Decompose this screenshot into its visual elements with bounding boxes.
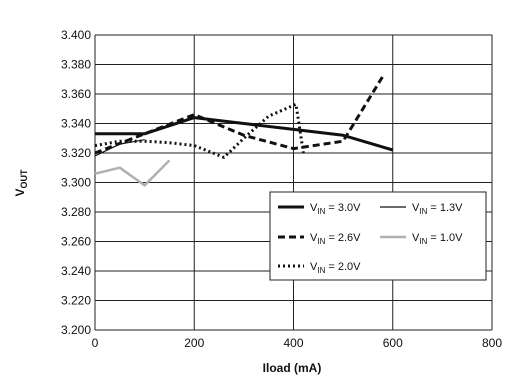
y-axis-ticks: 3.200 3.220 3.240 3.260 3.280 3.300 3.320 3.340…: [61, 28, 91, 337]
legend-label-3: VIN = 2.0V: [310, 261, 361, 275]
legend-label-4: VIN = 1.3V: [412, 202, 463, 216]
x-tick-label: 0: [92, 336, 99, 350]
grid: [94, 34, 493, 331]
y-tick-label: 3.400: [61, 28, 91, 42]
y-tick-label: 3.340: [61, 117, 91, 131]
x-tick-label: 800: [482, 336, 502, 350]
y-tick-label: 3.320: [61, 146, 91, 160]
y-axis-label: VOUT: [13, 169, 29, 197]
series-line-3: [94, 102, 305, 159]
y-tick-label: 3.260: [61, 235, 91, 249]
legend: VIN = 3.0V VIN = 2.6V VIN = 2.0V VIN = 1.3V…: [269, 191, 487, 281]
y-tick-label: 3.200: [61, 323, 91, 337]
series-line-4: [94, 139, 145, 157]
series-line-5: [94, 159, 171, 187]
legend-label-2: VIN = 2.6V: [310, 232, 361, 246]
legend-label-1: VIN = 3.0V: [310, 202, 361, 216]
series-line-2: [94, 75, 385, 155]
y-tick-label: 3.220: [61, 294, 91, 308]
series-lines: [94, 75, 394, 187]
x-tick-label: 600: [383, 336, 403, 350]
x-tick-label: 200: [184, 336, 204, 350]
x-tick-label: 400: [283, 336, 303, 350]
y-tick-label: 3.300: [61, 176, 91, 190]
x-axis-ticks: 0 200 400 600 800: [92, 336, 503, 350]
y-tick-label: 3.380: [61, 58, 91, 72]
series-line-1: [95, 116, 394, 152]
y-axis-label-sub: OUT: [19, 169, 29, 189]
y-axis-label-main: V: [13, 188, 27, 196]
legend-label-5: VIN = 1.0V: [412, 232, 463, 246]
y-tick-label: 3.240: [61, 264, 91, 278]
y-tick-label: 3.360: [61, 87, 91, 101]
y-tick-label: 3.280: [61, 205, 91, 219]
legend-box: [269, 191, 487, 281]
x-axis-label: Iload (mA): [263, 361, 322, 375]
